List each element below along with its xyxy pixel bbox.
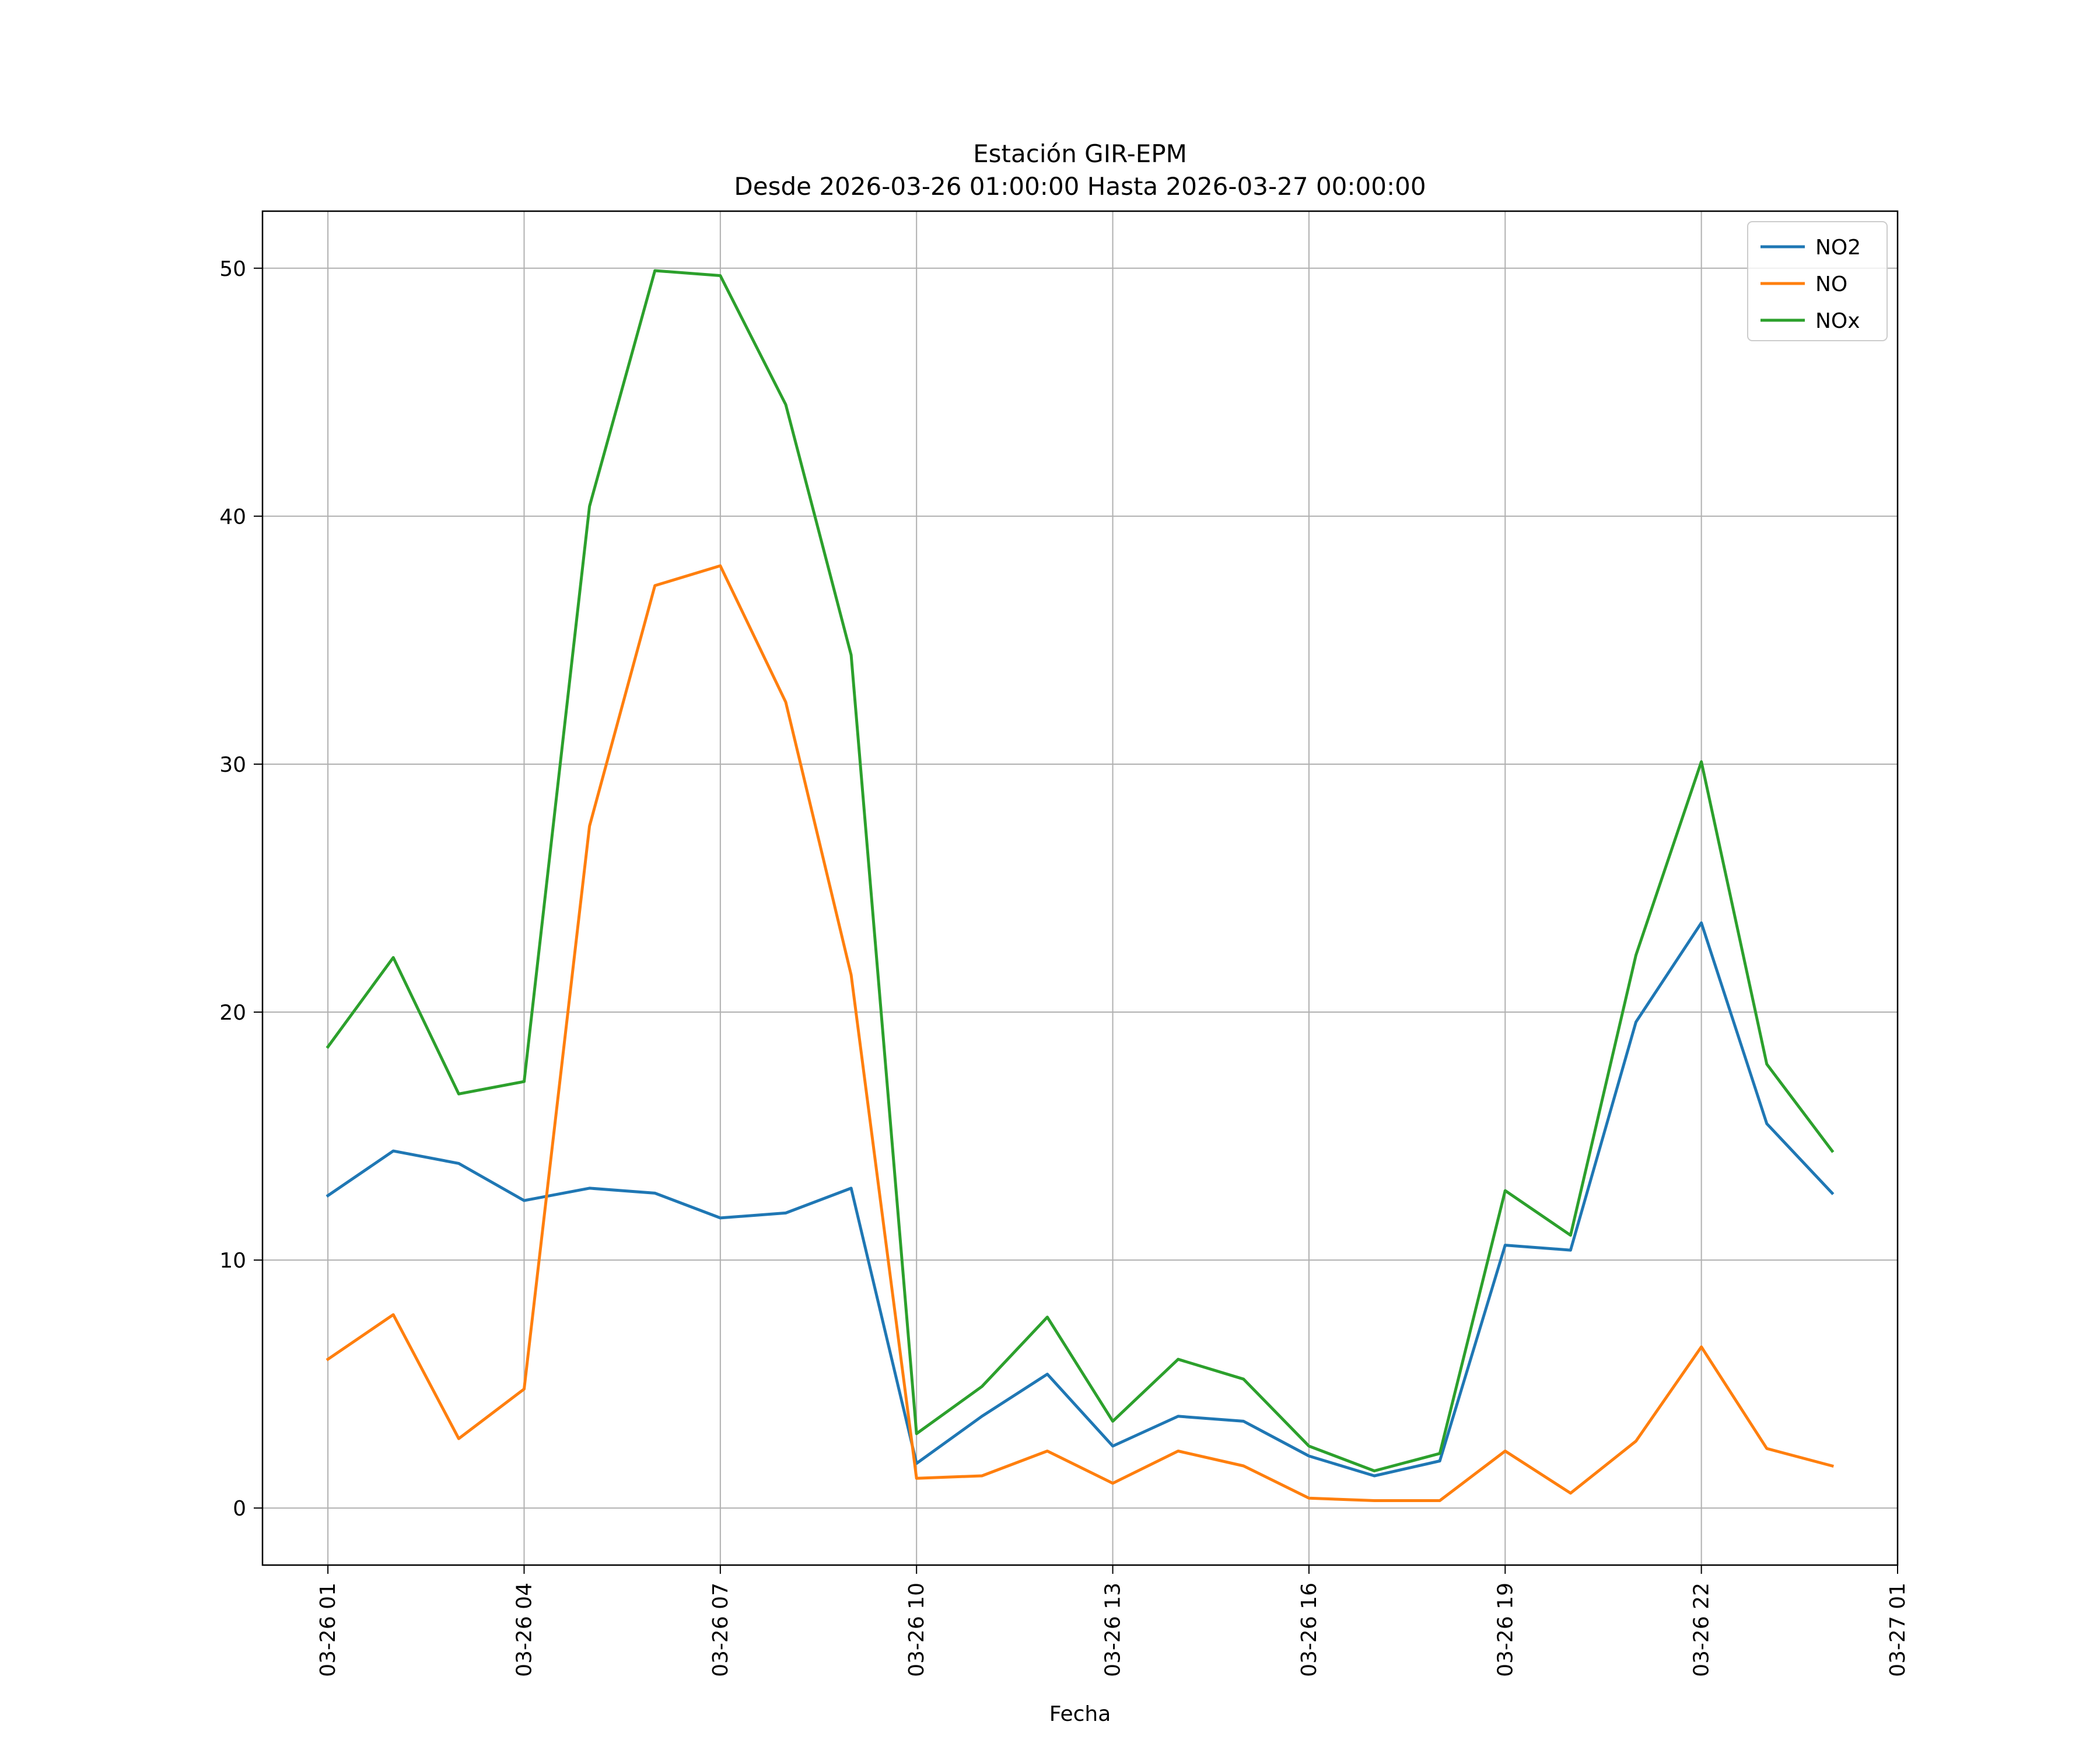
- series-line-nox: [326, 269, 1835, 1472]
- y-tick-label: 0: [233, 1497, 246, 1521]
- x-tick-label: 03-26 16: [1297, 1583, 1321, 1677]
- x-tick-label: 03-26 10: [905, 1583, 929, 1677]
- axis-ticks: 03-26 01 03-26 04 03-26 07 03-26 10 03-26 13…: [219, 257, 1910, 1677]
- chart-title-line2: Desde 2026-03-26 01:00:00 Hasta 2026-03-…: [734, 172, 1426, 201]
- x-tick-label: 03-26 07: [709, 1583, 733, 1677]
- y-tick-label: 50: [219, 257, 246, 281]
- y-tick-label: 10: [219, 1249, 246, 1273]
- series-line-no2: [326, 921, 1835, 1478]
- series-lines: [326, 269, 1835, 1502]
- chart-title-line1: Estación GIR-EPM: [973, 139, 1187, 168]
- x-tick-label: 03-26 22: [1690, 1583, 1714, 1677]
- y-tick-label: 30: [219, 753, 246, 777]
- x-tick-label: 03-26 13: [1101, 1583, 1125, 1677]
- series-no2: [326, 921, 1835, 1478]
- x-axis-label: Fecha: [1049, 1702, 1111, 1726]
- series-no: [326, 564, 1834, 1502]
- x-tick-label: 03-27 01: [1886, 1583, 1910, 1677]
- legend-label-no: NO: [1815, 272, 1847, 296]
- series-nox: [326, 269, 1835, 1472]
- x-tick-label: 03-26 01: [316, 1583, 340, 1677]
- legend-label-no2: NO2: [1815, 236, 1861, 260]
- x-tick-label: 03-26 19: [1493, 1583, 1517, 1677]
- x-tick-label: 03-26 04: [512, 1583, 536, 1677]
- legend: NO2 NO NOx: [1747, 221, 1888, 341]
- legend-label-nox: NOx: [1815, 309, 1860, 333]
- y-tick-label: 20: [219, 1001, 246, 1025]
- legend-box: [1747, 221, 1888, 341]
- y-tick-label: 40: [219, 505, 246, 529]
- plot-frame: [261, 210, 1899, 1566]
- series-line-no: [326, 564, 1834, 1502]
